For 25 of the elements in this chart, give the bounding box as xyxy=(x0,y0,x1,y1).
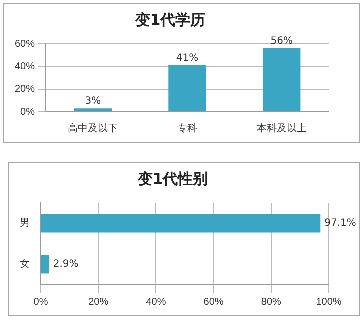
x-tick-label: 20% xyxy=(88,296,109,308)
bar xyxy=(262,48,301,112)
bar xyxy=(74,108,112,112)
bar xyxy=(168,66,206,112)
x-tick-label: 专科 xyxy=(178,122,198,135)
y-tick-label: 女 xyxy=(20,258,30,270)
y-tick-label: 男 xyxy=(20,218,30,230)
y-tick-label: 20% xyxy=(15,84,36,96)
x-tick-label: 100% xyxy=(316,296,342,308)
data-label: 97.1% xyxy=(324,218,356,230)
x-tick-label: 60% xyxy=(204,296,224,308)
data-label: 41% xyxy=(176,53,199,64)
chart-title: 变1代性别 xyxy=(136,170,208,188)
data-label: 3% xyxy=(85,96,102,108)
x-tick-label: 高中及以下 xyxy=(68,122,118,135)
y-tick-label: 40% xyxy=(15,61,36,72)
y-tick-label: 0% xyxy=(20,106,36,118)
chart-title: 变1代学历 xyxy=(134,10,206,29)
data-label: 56% xyxy=(270,36,293,48)
x-tick-label: 0% xyxy=(34,296,48,308)
x-tick-label: 80% xyxy=(261,296,282,308)
x-tick-label: 40% xyxy=(146,296,166,308)
y-tick-label: 60% xyxy=(15,38,36,50)
data-label: 2.9% xyxy=(53,259,79,270)
x-tick-label: 本科及以上 xyxy=(256,122,307,135)
